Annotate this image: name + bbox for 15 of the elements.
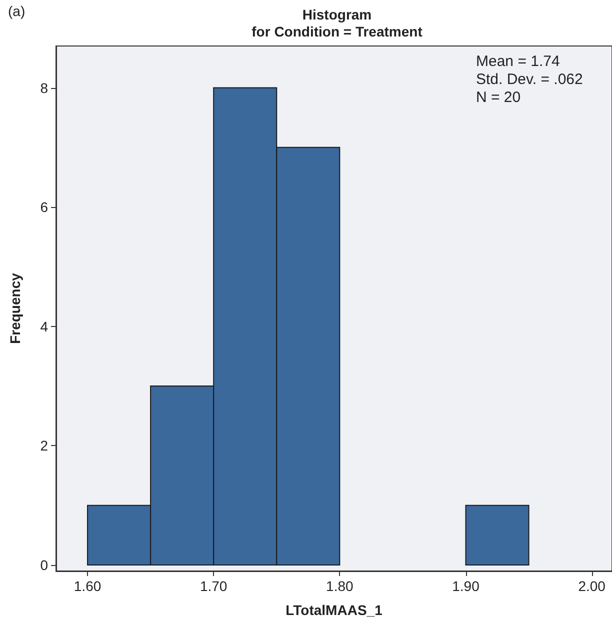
y-tick-label: 2 (40, 438, 48, 454)
y-tick-label: 0 (40, 557, 48, 574)
x-tick-label: 1.80 (326, 578, 354, 594)
y-tick-label: 4 (40, 318, 48, 334)
x-tick-label: 2.00 (578, 578, 606, 594)
y-tick-label: 8 (40, 80, 48, 96)
chart-title: Histogram for Condition = Treatment (252, 6, 423, 40)
x-tick-label: 1.60 (74, 578, 102, 594)
y-axis-title: Frequency (7, 272, 23, 344)
x-axis-title: LTotalMAAS_1 (286, 602, 383, 618)
x-tick-label: 1.90 (452, 578, 480, 594)
y-tick-label: 6 (40, 199, 48, 216)
x-tick-label: 1.70 (200, 578, 228, 594)
annotation: Mean = 1.74 Std. Dev. = .062 N = 20 (476, 53, 583, 106)
text: (a) (8, 3, 26, 19)
